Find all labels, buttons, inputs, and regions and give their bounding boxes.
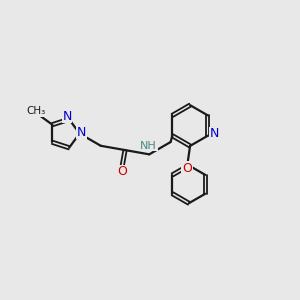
Text: NH: NH — [140, 141, 157, 151]
Text: N: N — [62, 110, 72, 123]
Text: N: N — [210, 128, 219, 140]
Text: N: N — [77, 125, 86, 139]
Text: O: O — [117, 165, 127, 178]
Text: CH₃: CH₃ — [26, 106, 46, 116]
Text: O: O — [182, 162, 192, 175]
